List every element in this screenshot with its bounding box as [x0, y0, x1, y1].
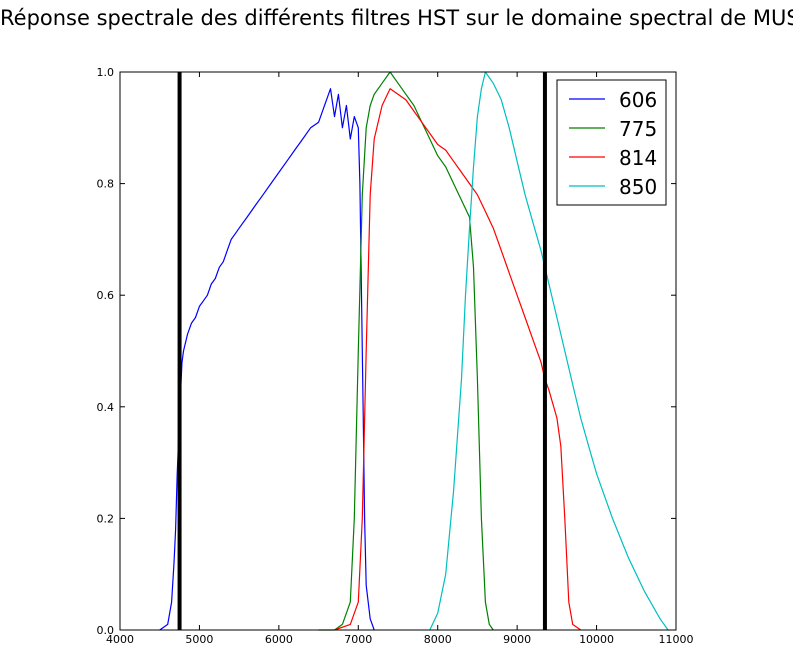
x-tick-label: 8000	[424, 633, 452, 646]
x-tick-label: 9000	[503, 633, 531, 646]
legend-label-606: 606	[619, 88, 657, 112]
x-tick-label: 6000	[265, 633, 293, 646]
legend: 606 775 814 850	[556, 79, 667, 206]
legend-label-814: 814	[619, 146, 657, 170]
series-line-775	[318, 71, 494, 631]
series-line-814	[334, 88, 582, 631]
legend-box	[556, 79, 667, 206]
series-layer	[159, 71, 669, 631]
x-tick-label: 7000	[344, 633, 372, 646]
y-tick-label: 0.0	[97, 624, 115, 637]
y-tick-label: 0.8	[97, 178, 115, 191]
x-tick-label: 11000	[659, 633, 694, 646]
chart-title: Réponse spectrale des différents filtres…	[0, 6, 793, 30]
x-tick-label: 4000	[106, 633, 134, 646]
series-line-850	[429, 71, 669, 631]
plot-frame	[119, 71, 677, 631]
x-tick-label: 5000	[185, 633, 213, 646]
series-line-606	[159, 88, 375, 631]
legend-label-850: 850	[619, 175, 657, 199]
y-tick-label: 1.0	[97, 66, 115, 79]
y-tick-label: 0.4	[97, 401, 115, 414]
vertical-lines-layer	[177, 72, 547, 630]
y-tick-label: 0.2	[97, 512, 115, 525]
y-tick-label: 0.6	[97, 289, 115, 302]
tick-layer: 4000 5000 6000 7000 8000 9000 10000 11000 0.0 0.2…	[97, 66, 694, 646]
x-tick-label: 10000	[579, 633, 614, 646]
legend-label-775: 775	[619, 117, 657, 141]
